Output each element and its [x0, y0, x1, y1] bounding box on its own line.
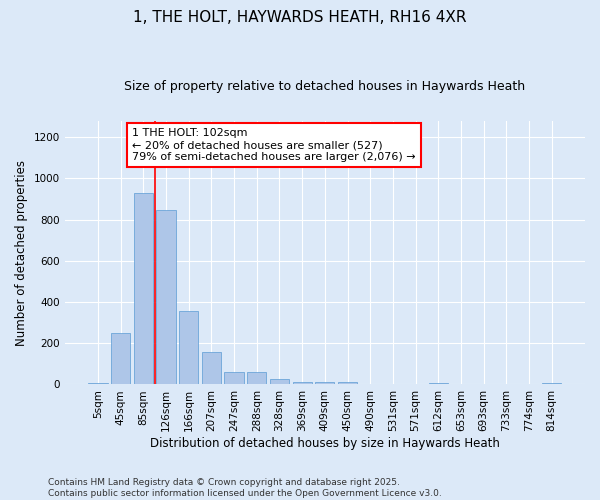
- Bar: [315, 382, 334, 384]
- Bar: [428, 382, 448, 384]
- Bar: [293, 382, 312, 384]
- Y-axis label: Number of detached properties: Number of detached properties: [15, 160, 28, 346]
- Text: 1 THE HOLT: 102sqm
← 20% of detached houses are smaller (527)
79% of semi-detach: 1 THE HOLT: 102sqm ← 20% of detached hou…: [133, 128, 416, 162]
- Bar: [270, 378, 289, 384]
- Text: 1, THE HOLT, HAYWARDS HEATH, RH16 4XR: 1, THE HOLT, HAYWARDS HEATH, RH16 4XR: [133, 10, 467, 25]
- X-axis label: Distribution of detached houses by size in Haywards Heath: Distribution of detached houses by size …: [150, 437, 500, 450]
- Bar: [338, 382, 357, 384]
- Bar: [542, 382, 562, 384]
- Bar: [157, 210, 176, 384]
- Bar: [202, 352, 221, 384]
- Title: Size of property relative to detached houses in Haywards Heath: Size of property relative to detached ho…: [124, 80, 526, 93]
- Bar: [134, 192, 153, 384]
- Text: Contains HM Land Registry data © Crown copyright and database right 2025.
Contai: Contains HM Land Registry data © Crown c…: [48, 478, 442, 498]
- Bar: [224, 372, 244, 384]
- Bar: [247, 372, 266, 384]
- Bar: [88, 383, 107, 384]
- Bar: [111, 334, 130, 384]
- Bar: [179, 310, 199, 384]
